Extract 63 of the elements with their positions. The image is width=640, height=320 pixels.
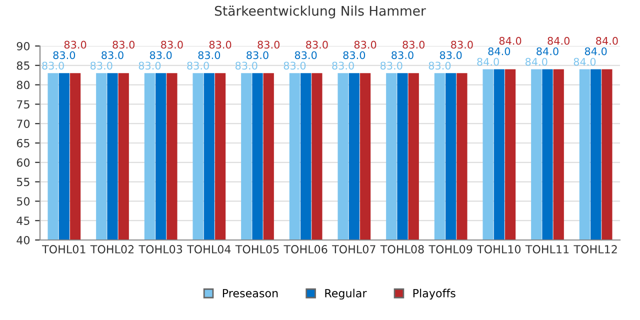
legend-label: Playoffs [413,288,456,300]
data-label: 83.0 [161,40,183,49]
data-label: 83.0 [306,40,328,49]
data-label: 83.0 [284,62,306,70]
legend-label: Regular [325,288,367,300]
data-label: 83.0 [332,62,354,70]
x-tick-label: TOHL01 [42,245,86,254]
y-tick-label: 65 [16,138,30,148]
y-tick-label: 85 [16,61,30,70]
y-tick-label: 70 [17,120,30,128]
data-label: 83.0 [53,51,76,60]
x-tick-label: TOHL12 [574,245,617,254]
x-tick-label: TOHL06 [284,245,328,254]
data-label: 84.0 [536,47,558,56]
data-label: 83.0 [150,51,172,60]
x-tick-label: TOHL02 [90,245,134,254]
data-label: 84.0 [499,36,522,45]
data-label: 84.0 [548,36,570,45]
data-label: 83.0 [187,62,209,70]
data-label: 84.0 [488,47,510,56]
data-label: 83.0 [428,62,451,70]
data-label: 83.0 [235,62,258,70]
data-label: 83.0 [343,51,366,60]
y-tick-label: 80 [16,80,30,90]
y-tick-label: 55 [16,178,30,186]
x-tick-label: TOHL11 [525,245,569,254]
data-label: 84.0 [584,47,607,56]
y-tick-label: 45 [16,216,30,225]
legend-label: Preseason [222,289,278,298]
data-label: 83.0 [440,51,462,60]
y-tick-label: 40 [16,236,30,244]
y-tick-label: 90 [16,42,30,50]
data-label: 83.0 [246,51,268,60]
data-label: 83.0 [198,51,220,60]
x-tick-label: TOHL05 [235,245,279,254]
data-label: 83.0 [64,40,86,49]
x-tick-label: TOHL04 [187,245,231,254]
data-label: 84.0 [574,58,596,66]
data-label: 83.0 [209,40,232,49]
x-tick-label: TOHL08 [380,245,424,254]
data-label: 83.0 [402,40,425,49]
y-tick-label: 60 [16,158,30,167]
data-label: 84.0 [477,58,499,66]
y-tick-label: 75 [17,100,30,109]
data-label: 83.0 [258,40,280,49]
x-tick-label: TOHL03 [138,245,182,254]
data-label: 83.0 [112,40,135,49]
data-label: 83.0 [138,62,161,70]
data-label: 83.0 [354,40,376,49]
x-tick-label: TOHL07 [332,245,376,254]
data-label: 83.0 [90,62,112,70]
y-tick-label: 50 [16,197,30,206]
data-label: 83.0 [102,51,124,60]
data-label: 84.0 [525,58,548,66]
data-label: 83.0 [380,62,402,70]
data-label: 83.0 [42,62,64,70]
data-label: 83.0 [392,51,414,60]
data-label: 83.0 [294,51,317,60]
x-tick-label: TOHL10 [477,245,521,254]
data-label: 84.0 [596,36,618,45]
x-tick-label: TOHL09 [428,245,472,254]
chart-title: Stärkeentwicklung Nils Hammer [214,6,426,18]
data-label: 83.0 [451,40,473,49]
